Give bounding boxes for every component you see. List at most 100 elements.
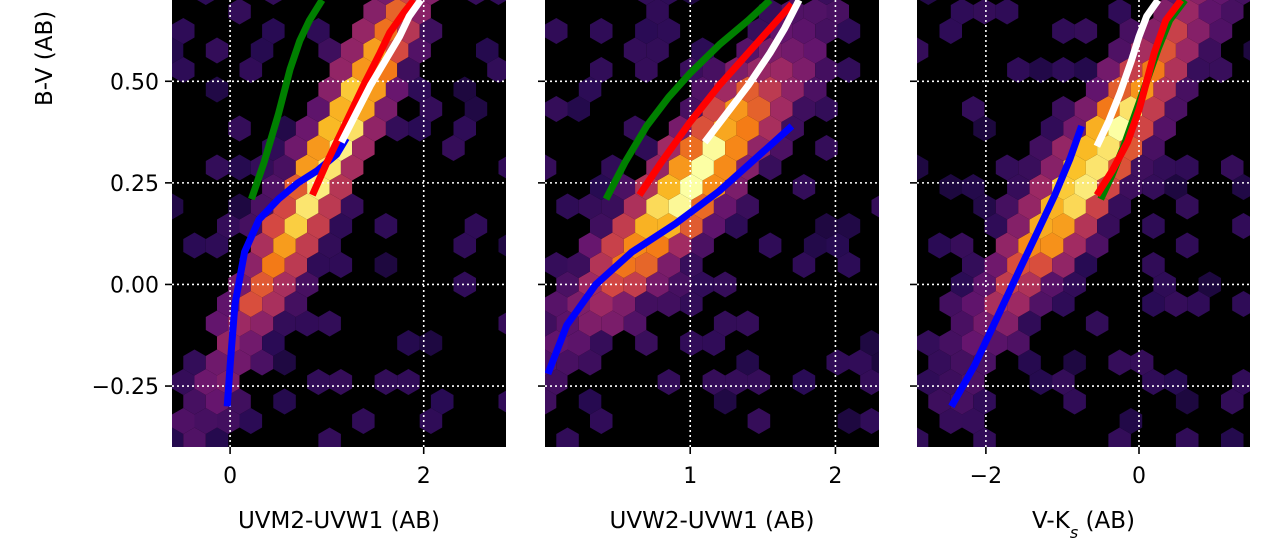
hexbin-cell	[837, 18, 861, 44]
hexbin-cell	[590, 57, 613, 83]
hexbin-cell	[377, 0, 395, 5]
hexbin-cell	[556, 271, 579, 298]
hexbin-cell	[545, 18, 568, 44]
hexbin-cell	[1142, 174, 1165, 200]
hexbin-cell	[273, 349, 296, 376]
hexbin-cell	[307, 18, 330, 44]
hexbin-cell	[646, 193, 669, 220]
hexbin-cell	[150, 330, 173, 356]
hexbin-cell	[1074, 252, 1098, 278]
hexbin-cell	[792, 18, 816, 44]
hexbin-cell	[172, 369, 195, 395]
hexbin-cell	[1142, 291, 1165, 317]
hexbin-cell	[702, 213, 726, 239]
hexbin-cell	[1029, 252, 1053, 278]
series-line-3	[309, 0, 417, 197]
hexbin-cell	[1052, 447, 1075, 473]
hexbin-cell	[318, 193, 341, 220]
hexbin-cell	[1221, 388, 1244, 415]
hexbin-cell	[453, 76, 476, 103]
hexbin-cell	[1108, 0, 1131, 25]
x-tick-label: 0	[223, 464, 237, 489]
hexbin-cell	[657, 18, 681, 44]
y-tick-label: 0.50	[110, 70, 159, 95]
hexbin-cell	[172, 37, 184, 64]
hexbin-cell	[419, 330, 443, 356]
hexbin-cell	[657, 291, 681, 317]
hexbin-cell	[408, 115, 431, 142]
hexbin-cell	[1052, 252, 1075, 278]
hexbin-cell	[917, 37, 929, 64]
hexbin-cell	[430, 388, 454, 415]
hexbin-cell	[385, 115, 409, 142]
hexbin-cell	[895, 96, 918, 122]
hexbin-cell	[1052, 213, 1075, 239]
hexbin-cell	[815, 135, 838, 161]
hexbin-cell	[1007, 57, 1030, 83]
hexbin-cell	[1234, 0, 1250, 5]
hexbin-cell	[419, 408, 443, 434]
hexbin-cell	[523, 369, 546, 395]
hexbin-cell	[657, 252, 681, 278]
hexbin-cell	[895, 408, 918, 434]
hexbin-cell	[228, 0, 251, 25]
hexbin-cell	[442, 135, 465, 161]
x-axis-label: UVM2-UVW1 (AB)	[238, 508, 440, 534]
hexbin-cell	[205, 37, 229, 64]
hexbin-cell	[781, 37, 804, 64]
hexbin-cell	[635, 57, 658, 83]
hexbin-cell	[1232, 174, 1250, 200]
hexbin-cell	[1175, 76, 1199, 103]
hexbin-cell	[194, 408, 217, 434]
hexbin-cell	[329, 174, 353, 200]
x-tick-label: 1	[683, 464, 697, 489]
hexbin-cell	[680, 174, 703, 200]
hexbin-cell	[860, 330, 879, 356]
hexbin-cell	[1074, 213, 1098, 239]
hexbin-cell	[217, 213, 240, 239]
hexbin-cell	[962, 252, 985, 278]
hexbin-cell	[1040, 115, 1064, 142]
panel-2: 1 2 UVW2-UVW1 (AB)	[523, 0, 879, 534]
hexbin-cell	[422, 0, 440, 5]
hexbin-cell	[397, 369, 420, 395]
hexbin-cell	[668, 154, 692, 181]
hexbin-cell	[1108, 427, 1131, 447]
hexbin-cell	[792, 96, 816, 122]
hexbin-cell	[1018, 193, 1041, 220]
hexbin-cell	[375, 447, 398, 473]
hexbin-cell	[713, 388, 737, 415]
hexbin-cell	[612, 291, 636, 317]
hexbin-cell	[917, 369, 940, 395]
hexbin-cell	[635, 213, 658, 239]
hexbin-cell	[374, 213, 398, 239]
hexbin-cell	[228, 388, 251, 415]
hexbin-cell	[668, 232, 692, 259]
hexbin-cell	[498, 156, 506, 179]
hexbin-cell	[1209, 57, 1233, 83]
hexbin-cell	[250, 349, 274, 376]
hexbin-cell	[1142, 213, 1165, 239]
hexbin-cell	[1029, 174, 1053, 200]
hexbin-cell	[1119, 174, 1143, 200]
hexbin-cell	[1074, 174, 1098, 200]
hexbin-cell	[1052, 57, 1075, 83]
hexbin-cell	[498, 390, 506, 413]
hexbin-cell	[860, 369, 879, 395]
hexbin-cell	[601, 193, 624, 220]
hexbin-cell	[623, 310, 647, 337]
hexbin-cell	[239, 408, 263, 434]
hexbin-cell	[680, 135, 703, 161]
hexbin-cell	[1221, 427, 1244, 447]
hexbin-cell	[770, 447, 793, 473]
hexbin-cell	[205, 310, 229, 337]
hexbin-cell	[646, 271, 669, 298]
hexbin-cell	[590, 447, 613, 473]
hexbin-cell	[1063, 232, 1086, 259]
hexbin-cell	[172, 408, 195, 434]
hexbin-cell	[1052, 291, 1075, 317]
hexbin-cell	[545, 310, 557, 337]
x-axis-label: UVW2-UVW1 (AB)	[610, 508, 815, 534]
hexbin-cell	[770, 57, 793, 83]
hexbin-cell	[329, 213, 353, 239]
